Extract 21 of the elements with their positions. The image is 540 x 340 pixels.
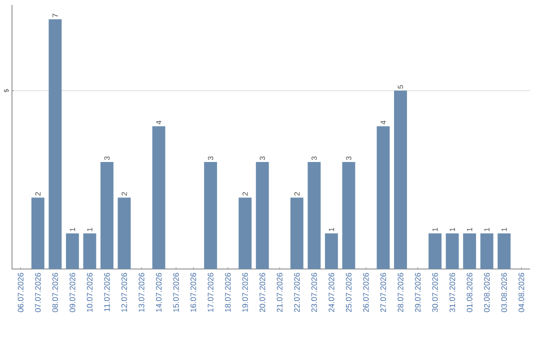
bar — [118, 198, 131, 269]
bar — [324, 233, 338, 269]
bar — [66, 233, 79, 269]
bar — [204, 162, 218, 269]
bar — [376, 126, 390, 269]
bar — [428, 233, 442, 269]
bar — [100, 162, 114, 269]
bar — [238, 198, 252, 269]
bar — [463, 233, 476, 269]
bar — [446, 233, 459, 269]
bar — [498, 233, 511, 269]
bar — [342, 162, 356, 269]
bar — [83, 233, 96, 269]
bar — [480, 233, 494, 269]
bar — [152, 126, 166, 269]
bar — [394, 90, 407, 269]
bar — [31, 198, 44, 269]
bar — [48, 19, 62, 269]
bar — [308, 162, 321, 269]
bar — [290, 198, 304, 269]
bar — [256, 162, 269, 269]
